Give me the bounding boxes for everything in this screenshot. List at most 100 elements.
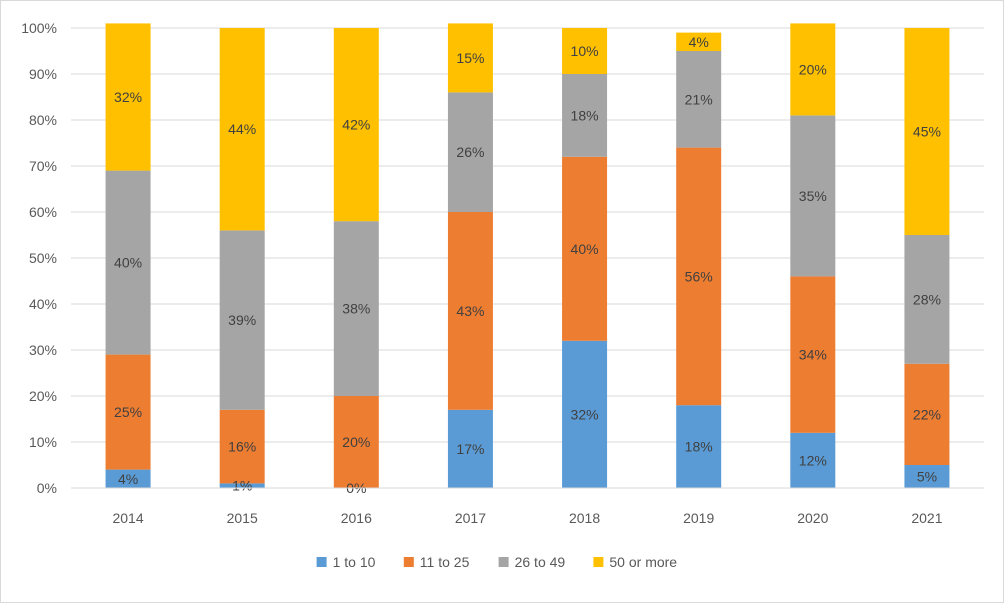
data-label: 20% <box>799 61 827 77</box>
bar-segment <box>105 170 151 355</box>
bar-segment <box>333 221 379 396</box>
y-tick-label: 80% <box>29 112 57 128</box>
gridlines <box>71 27 984 489</box>
data-label: 1% <box>232 478 252 494</box>
y-tick-label: 60% <box>29 204 57 220</box>
y-tick-label: 20% <box>29 388 57 404</box>
legend-item: 50 or more <box>593 554 677 570</box>
bar-segment <box>447 23 493 93</box>
bar-segment <box>105 469 151 488</box>
bar-segment <box>219 28 265 231</box>
data-label: 28% <box>913 291 941 307</box>
y-tick-label: 50% <box>29 250 57 266</box>
legend-label: 26 to 49 <box>515 554 566 570</box>
data-label: 15% <box>456 50 484 66</box>
bar-segment <box>562 156 608 341</box>
data-label: 39% <box>228 312 256 328</box>
legend-label: 50 or more <box>609 554 677 570</box>
bar-segment <box>676 405 722 488</box>
legend-label: 11 to 25 <box>420 554 470 570</box>
bar-segment <box>790 432 836 488</box>
data-label: 18% <box>685 439 713 455</box>
data-label: 38% <box>342 301 370 317</box>
data-label: 35% <box>799 188 827 204</box>
data-label: 5% <box>917 469 937 485</box>
data-label: 21% <box>685 91 713 107</box>
data-label: 56% <box>685 268 713 284</box>
x-tick-label: 2015 <box>227 510 258 526</box>
bar-segment <box>105 354 151 470</box>
bar-segment <box>447 92 493 212</box>
x-tick-label: 2017 <box>455 510 486 526</box>
legend-swatch <box>498 557 509 567</box>
y-tick-label: 0% <box>37 480 57 496</box>
x-tick-label: 2021 <box>911 510 942 526</box>
x-tick-label: 2020 <box>797 510 828 526</box>
bar-segment <box>447 212 493 410</box>
bar-segment <box>219 230 265 410</box>
data-label: 16% <box>228 439 256 455</box>
bar-segment <box>219 409 265 484</box>
data-label: 12% <box>799 452 827 468</box>
data-label: 44% <box>228 121 256 137</box>
bar-segment <box>904 28 950 235</box>
bar-segment <box>105 23 151 171</box>
bar-segment <box>447 409 493 488</box>
bar-segment <box>676 32 722 51</box>
data-label: 45% <box>913 124 941 140</box>
bar-segment <box>219 483 265 488</box>
bar-segment <box>790 276 836 433</box>
data-label: 22% <box>913 406 941 422</box>
bar-segment <box>904 363 950 465</box>
data-label: 18% <box>571 107 599 123</box>
legend-item: 11 to 25 <box>403 554 470 570</box>
bar-segment <box>562 74 608 157</box>
y-axis-tick-labels: 0% 10% 20% 30% 40% 50% 60% 70% 80% 90% 100% <box>21 20 57 496</box>
legend-label: 1 to 10 <box>333 554 376 570</box>
x-axis-tick-labels: 2014 2015 2016 2017 2018 2019 2020 2021 <box>71 487 984 526</box>
data-label: 40% <box>571 241 599 257</box>
y-tick-label: 100% <box>21 20 57 36</box>
data-label: 34% <box>799 347 827 363</box>
bar-segment <box>562 340 608 488</box>
x-tick-label: 2014 <box>112 510 143 526</box>
bar-segment <box>676 147 722 406</box>
data-label: 40% <box>114 255 142 271</box>
bar-segment <box>333 28 379 222</box>
y-tick-label: 40% <box>29 296 57 312</box>
data-label: 17% <box>456 441 484 457</box>
x-tick-label: 2018 <box>569 510 600 526</box>
data-label: 42% <box>342 117 370 133</box>
data-label: 20% <box>342 434 370 450</box>
legend-swatch <box>316 557 327 567</box>
bar-segment <box>562 28 608 74</box>
data-label: 4% <box>118 471 138 487</box>
y-tick-label: 90% <box>29 66 57 82</box>
legend-swatch <box>593 557 604 567</box>
data-label: 32% <box>571 406 599 422</box>
data-label: 43% <box>456 303 484 319</box>
x-tick-label: 2016 <box>341 510 372 526</box>
bar-segment <box>904 465 950 488</box>
bar-segments <box>105 23 950 488</box>
y-tick-label: 10% <box>29 434 57 450</box>
data-label: 26% <box>456 144 484 160</box>
bar-segment <box>333 396 379 488</box>
x-tick-label: 2019 <box>683 510 714 526</box>
legend-item: 26 to 49 <box>498 554 566 570</box>
data-label: 32% <box>114 89 142 105</box>
bar-segment <box>790 23 836 116</box>
legend-item: 1 to 10 <box>316 554 376 570</box>
legend: 1 to 10 11 to 25 26 to 49 50 or more <box>316 554 677 570</box>
data-labels: 4%25%40%32%1%16%39%44%0%20%38%42%17%43%2… <box>114 34 941 496</box>
legend-swatch <box>403 557 414 567</box>
y-tick-label: 30% <box>29 342 57 358</box>
y-tick-label: 70% <box>29 158 57 174</box>
bar-segment <box>676 51 722 148</box>
bar-segment <box>904 235 950 364</box>
data-label: 25% <box>114 404 142 420</box>
bar-segment <box>790 115 836 277</box>
data-label: 4% <box>689 34 709 50</box>
